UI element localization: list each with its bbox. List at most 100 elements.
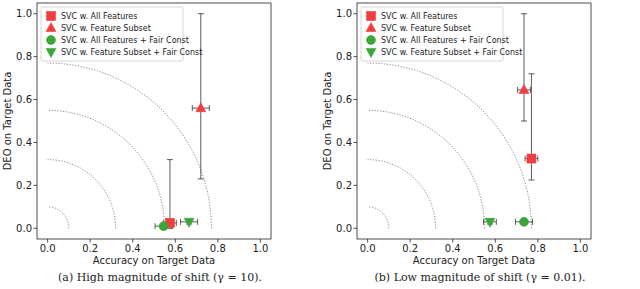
y-tick (354, 228, 358, 229)
reference-arc (368, 207, 389, 228)
y-tick-label: 0.0 (336, 223, 352, 234)
y-error-cap (521, 121, 527, 122)
figure: 0.0 0.2 0.4 0.6 0.8 1.0 0.0 0.2 0.4 0.6 0.8 1.0 Accu… (0, 0, 640, 289)
marker (485, 218, 495, 227)
x-tick (537, 239, 538, 243)
y-tick (34, 228, 38, 229)
caption: (b) Low magnitude of shift (γ = 0.01). (375, 271, 586, 284)
legend-marker (366, 48, 376, 57)
y-tick (354, 185, 358, 186)
marker (159, 222, 168, 231)
panel: 0.00.20.40.60.81.00.00.20.40.60.81.0Accu… (322, 3, 591, 284)
x-tick-label: 0.4 (445, 243, 461, 254)
x-axis-label: Accuracy on Target Data (93, 255, 215, 266)
y-error-bar (200, 14, 201, 179)
legend-label: SVC w. All Features + Fair Const (381, 36, 509, 45)
y-tick-label: 1.0 (16, 8, 32, 19)
y-tick (34, 99, 38, 100)
reference-arc (48, 63, 212, 228)
x-tick-label: 0.4 (125, 243, 141, 254)
reference-arc (368, 160, 436, 229)
y-error-cap (198, 13, 204, 14)
x-error-cap (517, 87, 518, 93)
y-tick-label: 0.2 (16, 180, 32, 191)
x-tick-label: 0.0 (360, 243, 376, 254)
marker (527, 154, 536, 163)
reference-arc (48, 110, 165, 228)
legend-marker (47, 12, 56, 21)
x-tick-label: 0.0 (40, 243, 56, 254)
x-tick-label: 0.2 (402, 243, 418, 254)
x-tick (495, 239, 496, 243)
legend-marker (366, 23, 376, 32)
legend-marker (46, 48, 56, 57)
y-error-cap (521, 13, 527, 14)
y-tick (34, 142, 38, 143)
legend-label: SVC w. All Features + Fair Const (61, 36, 189, 45)
y-tick-label: 0.2 (336, 180, 352, 191)
error-bar (164, 160, 177, 229)
error-bar (192, 14, 209, 179)
y-tick-label: 0.0 (16, 223, 32, 234)
legend-marker (47, 36, 56, 45)
legend: SVC w. All FeaturesSVC w. Feature Subset… (361, 7, 522, 61)
legend-label: SVC w. Feature Subset + Fair Const (381, 48, 522, 57)
x-tick (452, 239, 453, 243)
x-error-cap (483, 219, 484, 225)
x-error-cap (197, 219, 198, 225)
legend-label: SVC w. Feature Subset (381, 24, 471, 33)
x-tick-label: 1.0 (572, 243, 588, 254)
legend-label: SVC w. Feature Subset (61, 24, 151, 33)
y-tick-label: 0.6 (336, 94, 352, 105)
legend-marker (367, 36, 376, 45)
caption: (a) High magnitude of shift (γ = 10). (58, 271, 262, 284)
x-tick-label: 0.8 (530, 243, 546, 254)
y-tick (354, 13, 358, 14)
x-tick (260, 239, 261, 243)
x-axis-label: Accuracy on Target Data (413, 255, 535, 266)
reference-arc (48, 160, 116, 229)
y-error-cap (528, 180, 534, 181)
y-tick-label: 1.0 (336, 8, 352, 19)
marker (184, 218, 194, 227)
error-bar (518, 14, 531, 121)
y-tick-label: 0.8 (336, 51, 352, 62)
reference-arc (48, 207, 69, 228)
y-tick-label: 0.4 (16, 137, 32, 148)
x-tick (175, 239, 176, 243)
y-tick (34, 13, 38, 14)
y-tick (354, 142, 358, 143)
legend-marker (367, 12, 376, 21)
x-tick (580, 239, 581, 243)
legend: SVC w. All FeaturesSVC w. Feature Subset… (41, 7, 202, 61)
x-error-cap (525, 156, 526, 162)
x-error-cap (530, 87, 531, 93)
x-error-cap (176, 220, 177, 226)
plot-frame (37, 3, 271, 239)
x-tick (90, 239, 91, 243)
x-tick (47, 239, 48, 243)
x-error-cap (192, 105, 193, 111)
y-error-bar (169, 160, 170, 229)
x-error-cap (537, 156, 538, 162)
x-error-cap (515, 219, 516, 225)
y-error-cap (528, 73, 534, 74)
x-error-cap (180, 219, 181, 225)
x-error-cap (209, 105, 210, 111)
y-tick-label: 0.8 (16, 51, 32, 62)
marker (519, 217, 528, 226)
plot-frame (357, 3, 591, 239)
x-tick-label: 0.2 (82, 243, 98, 254)
marker (196, 103, 206, 112)
x-tick (217, 239, 218, 243)
marker (519, 84, 529, 93)
x-tick (132, 239, 133, 243)
y-tick (34, 56, 38, 57)
x-tick-label: 0.8 (210, 243, 226, 254)
y-tick-label: 0.6 (16, 94, 32, 105)
y-error-cap (167, 159, 173, 160)
y-axis-label: DEO on Target Data (2, 72, 13, 171)
y-error-cap (198, 178, 204, 179)
y-axis-label: DEO on Target Data (322, 72, 333, 171)
x-tick-label: 0.6 (487, 243, 503, 254)
